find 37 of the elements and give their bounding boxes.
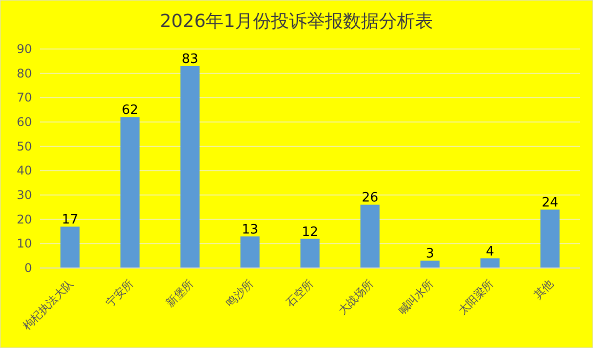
- bar: [360, 204, 380, 268]
- data-label: 24: [542, 196, 558, 211]
- y-tick-label: 10: [16, 236, 32, 251]
- data-label: 3: [426, 246, 434, 262]
- x-tick-label: 鸣沙所: [224, 276, 256, 310]
- y-tick-label: 90: [16, 42, 32, 56]
- x-tick-label: 太阳梁所: [456, 276, 496, 318]
- data-label: 83: [182, 52, 198, 68]
- bar: [60, 226, 80, 268]
- x-tick-label: 其他: [531, 276, 556, 302]
- y-tick-label: 0: [24, 261, 32, 275]
- x-tick-label: 大战场所: [336, 276, 376, 318]
- data-label: 13: [242, 222, 258, 238]
- data-label: 62: [122, 103, 138, 118]
- y-tick-label: 80: [16, 66, 32, 80]
- bar: [120, 117, 140, 268]
- x-tick-label: 宁安所: [104, 276, 136, 310]
- y-tick-label: 60: [16, 115, 32, 129]
- y-tick-label: 70: [16, 90, 32, 105]
- bar: [180, 66, 200, 268]
- data-label: 12: [302, 224, 318, 240]
- y-tick-label: 30: [16, 188, 32, 202]
- bar: [480, 258, 500, 268]
- bar: [540, 210, 560, 268]
- y-tick-label: 50: [16, 139, 32, 154]
- data-label: 4: [486, 244, 494, 260]
- chart-title: 2026年1月份投诉举报数据分析表: [160, 11, 434, 32]
- bar: [420, 260, 440, 268]
- x-tick-label: 石空所: [284, 276, 316, 310]
- bar: [300, 238, 320, 268]
- y-tick-label: 20: [16, 212, 32, 226]
- bar: [240, 236, 260, 268]
- x-tick-label: 喊叫水所: [396, 276, 436, 318]
- data-label: 26: [362, 190, 378, 206]
- x-tick-label: 枸杞执法大队: [20, 276, 76, 333]
- y-tick-label: 40: [16, 164, 32, 178]
- x-tick-label: 新堡所: [164, 276, 196, 310]
